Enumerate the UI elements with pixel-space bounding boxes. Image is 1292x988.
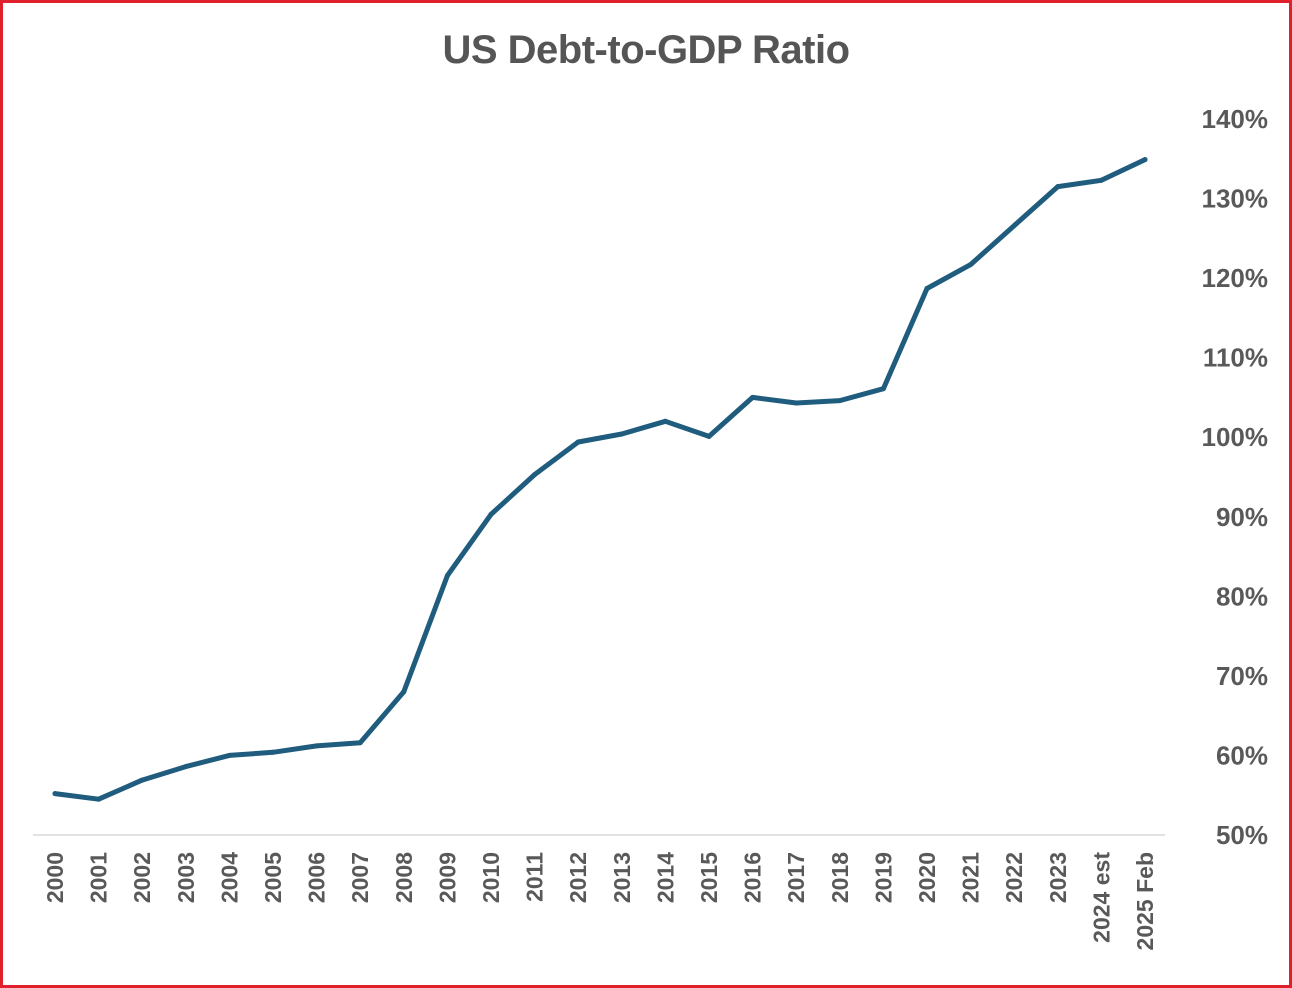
x-tick-label: 2018 <box>827 852 853 903</box>
data-point <box>706 433 712 439</box>
x-tick-label: 2015 <box>696 852 722 903</box>
data-point <box>1098 177 1104 183</box>
data-point <box>270 749 276 755</box>
data-point <box>52 791 58 797</box>
data-point <box>750 394 756 400</box>
x-tick-label: 2022 <box>1001 852 1027 903</box>
x-tick-label: 2005 <box>260 852 286 903</box>
data-point <box>314 743 320 749</box>
data-point <box>968 262 974 268</box>
data-point <box>1055 184 1061 190</box>
y-tick-label: 110% <box>1203 343 1268 373</box>
x-tick-label: 2013 <box>609 852 635 903</box>
y-tick-label: 60% <box>1216 740 1268 770</box>
data-point <box>1142 157 1148 163</box>
x-tick-label: 2008 <box>391 852 417 903</box>
x-tick-label: 2009 <box>434 852 460 903</box>
x-tick-label: 2020 <box>914 852 940 903</box>
y-axis-ticks: 50% 60% 70% 80% 90% 100% 110% 120% 130% 140% <box>1202 104 1269 850</box>
data-point <box>357 740 363 746</box>
x-tick-label: 2025 Feb <box>1132 852 1158 950</box>
x-tick-label: 2004 <box>216 852 242 903</box>
x-tick-label: 2019 <box>870 852 896 903</box>
x-tick-label: 2012 <box>565 852 591 903</box>
x-tick-label: 2000 <box>42 852 68 903</box>
data-point <box>96 796 102 802</box>
data-point <box>401 689 407 695</box>
y-tick-label: 140% <box>1202 104 1269 134</box>
data-series <box>52 157 1148 802</box>
data-point <box>532 472 538 478</box>
x-tick-label: 2017 <box>783 852 809 903</box>
x-tick-label: 2023 <box>1045 852 1071 903</box>
x-tick-label: 2006 <box>304 852 330 903</box>
x-tick-label: 2011 <box>522 852 548 902</box>
data-point <box>226 752 232 758</box>
data-point <box>924 285 930 291</box>
series-line <box>52 157 1148 802</box>
chart-title: US Debt-to-GDP Ratio <box>442 28 850 72</box>
y-tick-label: 90% <box>1216 502 1268 532</box>
x-tick-label: 2010 <box>478 852 504 903</box>
data-point <box>837 398 843 404</box>
data-point <box>575 439 581 445</box>
x-tick-label: 2016 <box>740 852 766 903</box>
x-tick-label: 2001 <box>86 852 112 903</box>
data-point <box>880 386 886 392</box>
y-tick-label: 70% <box>1216 661 1268 691</box>
x-axis-ticks: 2000 2001 2002 2003 2004 2005 2006 2007 2008 2009… <box>42 852 1158 951</box>
data-point <box>488 511 494 517</box>
x-tick-label: 2014 <box>652 852 678 903</box>
y-tick-label: 130% <box>1202 184 1269 214</box>
data-point <box>662 418 668 424</box>
y-tick-label: 50% <box>1216 820 1268 850</box>
x-tick-label: 2007 <box>347 852 373 903</box>
data-point <box>619 431 625 437</box>
x-tick-label: 2003 <box>173 852 199 903</box>
x-tick-label: 2024 est <box>1088 852 1114 943</box>
data-point <box>793 400 799 406</box>
data-point <box>444 573 450 579</box>
data-point <box>183 764 189 770</box>
y-tick-label: 120% <box>1202 263 1269 293</box>
y-tick-label: 100% <box>1202 422 1269 452</box>
y-tick-label: 80% <box>1216 581 1268 611</box>
x-tick-label: 2021 <box>958 852 984 903</box>
data-point <box>139 777 145 783</box>
x-tick-label: 2002 <box>129 852 155 903</box>
data-point <box>1011 223 1017 229</box>
